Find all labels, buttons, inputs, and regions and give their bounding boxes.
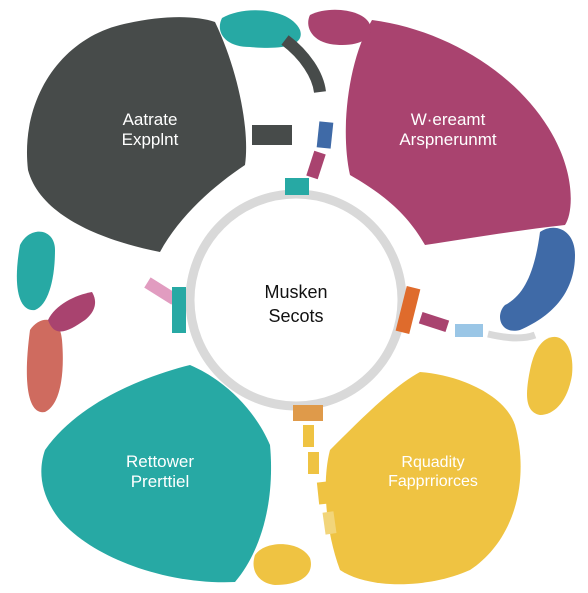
petal-bottom-right	[325, 372, 521, 585]
label-bottom-right-line2: Fapprriorces	[388, 473, 478, 491]
connector-right-arc	[487, 330, 537, 342]
connector-dash-charcoal	[252, 125, 292, 145]
blob-left-coral	[26, 319, 63, 413]
connector-dash-magenta	[306, 150, 326, 180]
label-top-left-line2: Expplnt	[121, 130, 179, 150]
petal-top-right	[345, 20, 571, 245]
label-top-right-line2: Arspnerunmt	[399, 130, 497, 150]
label-bottom-left: Rettower Prerttiel	[100, 452, 220, 493]
connector-dash-yellow-3	[316, 481, 331, 505]
label-top-left-line1: Aatrate	[122, 110, 178, 129]
connector-top-gray	[281, 35, 326, 94]
blob-right-yellow	[527, 336, 573, 415]
connector-dash-lightblue	[455, 324, 483, 337]
petal-top-left	[26, 17, 247, 253]
connector-dash-blue	[316, 121, 334, 149]
blob-top-magenta	[308, 9, 371, 46]
connector-dash-yellow-1	[303, 425, 314, 447]
blob-left-magenta	[48, 292, 96, 332]
blob-left-teal	[16, 231, 55, 311]
label-bottom-right: Rquadity Fapprriorces	[363, 453, 503, 491]
connector-dash-orange	[395, 285, 421, 335]
label-top-right-line1: W·ereamt	[410, 110, 486, 129]
center-label-line1: Musken	[264, 282, 328, 302]
label-top-right: W·ereamt Arspnerunmt	[378, 110, 518, 151]
label-top-left: Aatrate Expplnt	[95, 110, 205, 151]
connector-dash-magenta-right	[418, 311, 450, 333]
label-bottom-right-line1: Rquadity	[401, 454, 465, 471]
connector-dash-yellow-4	[322, 511, 337, 535]
blob-bottom-yellow	[253, 544, 311, 585]
label-bottom-left-line1: Rettower	[125, 452, 195, 471]
label-bottom-left-line2: Prerttiel	[130, 472, 190, 492]
center-label: Musken Secots	[241, 280, 351, 329]
connector-dash-teal-left	[172, 287, 186, 333]
petal-bottom-left	[41, 365, 272, 583]
connector-dash-yellow-2	[308, 452, 319, 474]
blob-top-teal	[219, 10, 301, 48]
connector-dash-orange-bottom	[293, 405, 323, 421]
center-disc	[195, 199, 397, 401]
blob-right-blue	[500, 227, 575, 331]
connector-dash-teal-top	[285, 178, 309, 195]
connector-dash-pink	[144, 277, 178, 305]
center-label-line2: Secots	[268, 306, 324, 327]
